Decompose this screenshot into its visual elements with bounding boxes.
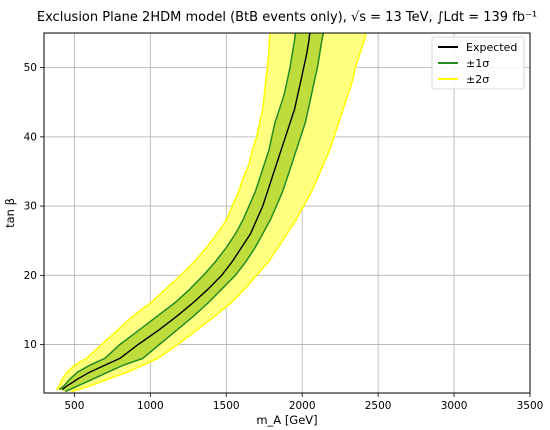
one-sigma-band-upper-edge xyxy=(58,33,297,391)
expected-line xyxy=(61,33,311,391)
y-tick-label: 50 xyxy=(24,62,37,74)
x-tick-label: 1000 xyxy=(137,400,164,412)
x-tick-label: 3500 xyxy=(517,400,544,412)
two-sigma-band-lower-edge xyxy=(71,33,367,393)
legend-label: ±2σ xyxy=(466,73,489,86)
grid xyxy=(44,33,531,393)
plot-frame xyxy=(43,32,531,394)
legend: Expected ±1σ ±2σ xyxy=(431,36,525,90)
x-tick-label: 2000 xyxy=(289,400,316,412)
x-axis-label: m_A [GeV] xyxy=(256,413,317,427)
two-sigma-band-upper-edge xyxy=(55,33,272,391)
one-sigma-band-lower-edge xyxy=(64,33,325,393)
y-tick-label: 10 xyxy=(24,339,37,351)
x-tick-label: 1500 xyxy=(213,400,240,412)
legend-box xyxy=(431,36,525,90)
legend-label: Expected xyxy=(466,41,517,54)
one-sigma-band-area xyxy=(59,33,324,392)
y-tick-label: 30 xyxy=(24,201,37,213)
ticks: 500 1000 1500 2000 2500 3000 3500 10 20 30 40 50 xyxy=(24,62,544,412)
x-tick-label: 2500 xyxy=(365,400,392,412)
two-sigma-band-area xyxy=(56,33,366,392)
x-tick-label: 500 xyxy=(64,400,84,412)
chart-title: Exclusion Plane 2HDM model (BtB events o… xyxy=(37,10,537,25)
series-layer xyxy=(55,33,367,393)
legend-label: ±1σ xyxy=(466,57,489,70)
y-axis-label: tan β xyxy=(3,198,17,228)
x-tick-label: 3000 xyxy=(441,400,468,412)
y-tick-label: 40 xyxy=(24,131,37,143)
y-tick-label: 20 xyxy=(24,270,37,282)
